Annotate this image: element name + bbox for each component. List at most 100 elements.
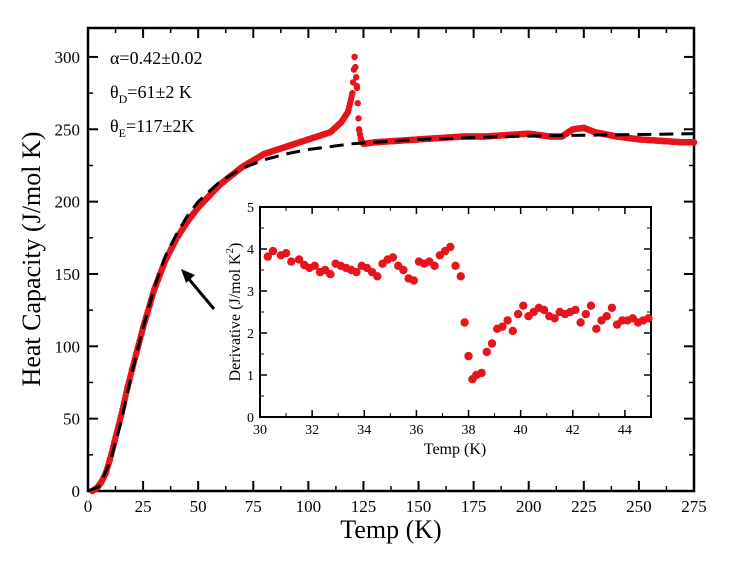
main-x-tick-label: 225 [571, 497, 597, 516]
measured-point [344, 108, 352, 116]
inset-y-axis-title: Derivative (J/mol K2) [224, 243, 244, 382]
main-x-tick-label: 275 [681, 497, 707, 516]
inset-x-tick-label: 38 [462, 423, 476, 438]
measured-point [98, 479, 105, 486]
measured-point [111, 438, 118, 445]
theta-e-symbol: θ [110, 116, 119, 136]
measured-point [635, 136, 643, 143]
derivative-point [263, 252, 272, 261]
theta-e-value: =117±2K [126, 116, 194, 136]
measured-point [353, 82, 360, 90]
measured-point [106, 456, 114, 463]
inset-y-tick-label: 1 [247, 369, 254, 384]
theta-d-value: =61±2 K [127, 82, 192, 102]
measured-point [261, 150, 268, 158]
main-y-tick-label: 100 [55, 337, 81, 356]
theta-e-annotation: θE=117±2K [110, 116, 194, 140]
measured-point [355, 126, 363, 133]
alpha-annotation: α=0.42±0.02 [110, 48, 202, 68]
main-x-axis-title: Temp (K) [340, 515, 441, 544]
derivative-point [513, 309, 523, 319]
derivative-point [607, 303, 617, 312]
derivative-point [482, 347, 491, 357]
derivative-point [498, 322, 507, 331]
derivative-point [550, 314, 559, 323]
measured-point [327, 129, 334, 136]
theta-d-subscript: D [119, 92, 128, 106]
theta-d-annotation: θD=61±2 K [110, 82, 192, 106]
measured-point [239, 163, 246, 171]
main-axis-ticks: 0 25 50 75 100 125 150 175 200 225 250 275050100150… [55, 28, 707, 516]
inset-x-tick-label: 40 [514, 423, 528, 438]
measured-point [679, 139, 687, 146]
derivative-point [281, 249, 291, 258]
main-x-tick-label: 75 [245, 497, 262, 516]
derivative-point [586, 301, 596, 310]
derivative-point [487, 339, 497, 348]
derivative-point [456, 272, 465, 281]
inset-x-tick-label: 32 [305, 423, 319, 438]
derivative-point [602, 312, 611, 321]
measured-point [351, 53, 358, 61]
derivative-point [592, 324, 601, 333]
derivative-point [451, 261, 460, 270]
inset-x-tick-label: 42 [566, 423, 580, 438]
measured-point [352, 63, 359, 71]
inset-series [263, 242, 653, 384]
main-x-tick-label: 100 [296, 497, 322, 516]
inset-y-title-sup: 2 [224, 248, 236, 254]
measured-point [349, 89, 356, 97]
main-x-tick-label: 150 [406, 497, 432, 516]
derivative-point [477, 368, 486, 378]
inset-x-tick-label: 36 [409, 423, 423, 438]
derivative-point [519, 301, 528, 310]
inset-y-tick-label: 4 [247, 243, 254, 258]
derivative-point [576, 318, 585, 327]
measured-point [354, 100, 361, 107]
main-y-tick-label: 300 [55, 48, 81, 67]
derivative-point [581, 309, 590, 319]
pointer-arrow-shaft [186, 277, 216, 310]
inset-x-tick-label: 34 [357, 423, 371, 438]
measured-point [657, 137, 665, 145]
inset-y-tick-label: 3 [247, 285, 254, 300]
derivative-point [539, 305, 549, 315]
measured-point [338, 118, 345, 126]
main-x-tick-label: 125 [351, 497, 377, 516]
inset-background [260, 207, 651, 417]
theta-d-symbol: θ [110, 82, 119, 102]
measured-point [353, 74, 360, 81]
derivative-point [446, 242, 455, 252]
measured-point [690, 139, 698, 146]
main-x-tick-label: 175 [461, 497, 487, 516]
main-y-tick-label: 150 [55, 265, 81, 284]
theta-e-subscript: E [119, 126, 126, 140]
derivative-point [464, 351, 473, 361]
main-y-axis-title: Heat Capacity (J/mol K) [17, 132, 46, 387]
inset-x-axis-title: Temp (K) [424, 441, 486, 458]
main-y-tick-label: 250 [55, 120, 81, 139]
main-y-tick-label: 50 [63, 410, 80, 429]
main-y-tick-label: 0 [72, 482, 81, 501]
main-x-tick-label: 250 [626, 497, 652, 516]
derivative-point [373, 272, 382, 281]
inset-y-tick-label: 0 [247, 411, 254, 426]
measured-point [569, 126, 576, 133]
main-y-tick-label: 200 [55, 193, 81, 212]
main-x-tick-label: 0 [84, 497, 93, 516]
derivative-point [503, 316, 512, 325]
inset-y-tick-label: 5 [247, 201, 254, 216]
derivative-point [268, 246, 278, 256]
main-series [87, 53, 698, 495]
inset-y-title-end: ) [227, 243, 244, 248]
main-x-tick-label: 200 [516, 497, 542, 516]
derivative-point [310, 261, 319, 270]
inset-y-title-base: Derivative (J/mol K [227, 253, 244, 381]
derivative-point [294, 255, 304, 264]
derivative-point [352, 267, 361, 277]
derivative-point [388, 253, 398, 262]
derivative-point [287, 257, 296, 266]
measured-point [150, 286, 158, 294]
main-x-tick-label: 50 [190, 497, 207, 516]
